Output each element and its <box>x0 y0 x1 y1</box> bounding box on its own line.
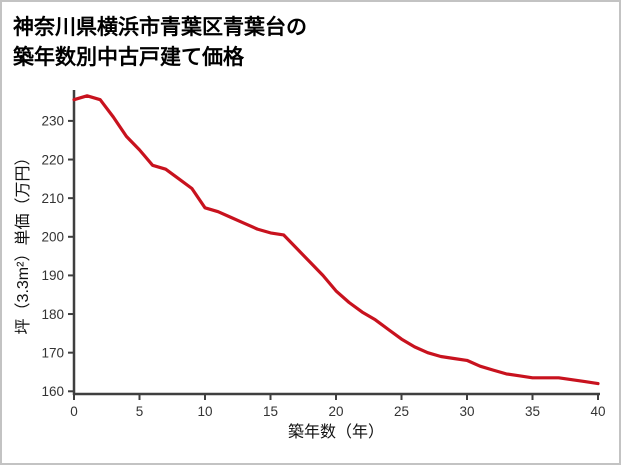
x-tick-label: 5 <box>136 404 144 419</box>
x-tick-label: 20 <box>328 404 343 419</box>
axes <box>72 90 600 396</box>
y-tick-label: 220 <box>41 152 64 167</box>
chart-title-line1: 神奈川県横浜市青葉区青葉台の <box>13 16 307 39</box>
y-tick-label: 180 <box>41 307 64 322</box>
y-tick-label: 190 <box>41 268 64 283</box>
x-tick-label: 15 <box>263 404 278 419</box>
y-tick-label: 200 <box>41 230 64 245</box>
x-tick-label: 30 <box>459 404 474 419</box>
x-tick-label: 35 <box>525 404 540 419</box>
y-tick-label: 170 <box>41 345 64 360</box>
x-axis-label: 築年数（年） <box>288 423 384 441</box>
chart-title-line2: 築年数別中古戸建て価格 <box>13 46 244 70</box>
x-axis-ticks: 0 5 10 15 20 25 30 35 40 <box>70 394 606 419</box>
x-tick-label: 0 <box>70 404 78 419</box>
y-tick-label: 230 <box>41 114 64 129</box>
price-line-series <box>72 94 600 386</box>
y-tick-label: 210 <box>41 191 64 206</box>
y-tick-label: 160 <box>41 384 64 399</box>
y-axis-ticks: 160 170 180 190 200 210 220 230 <box>41 114 74 399</box>
y-axis-label: 坪（3.3m²）単価（万円） <box>14 150 32 335</box>
x-tick-label: 25 <box>394 404 409 419</box>
x-tick-label: 40 <box>590 404 605 419</box>
chart-title: 神奈川県横浜市青葉区青葉台の 築年数別中古戸建て価格 <box>13 13 307 74</box>
x-tick-label: 10 <box>197 404 212 419</box>
